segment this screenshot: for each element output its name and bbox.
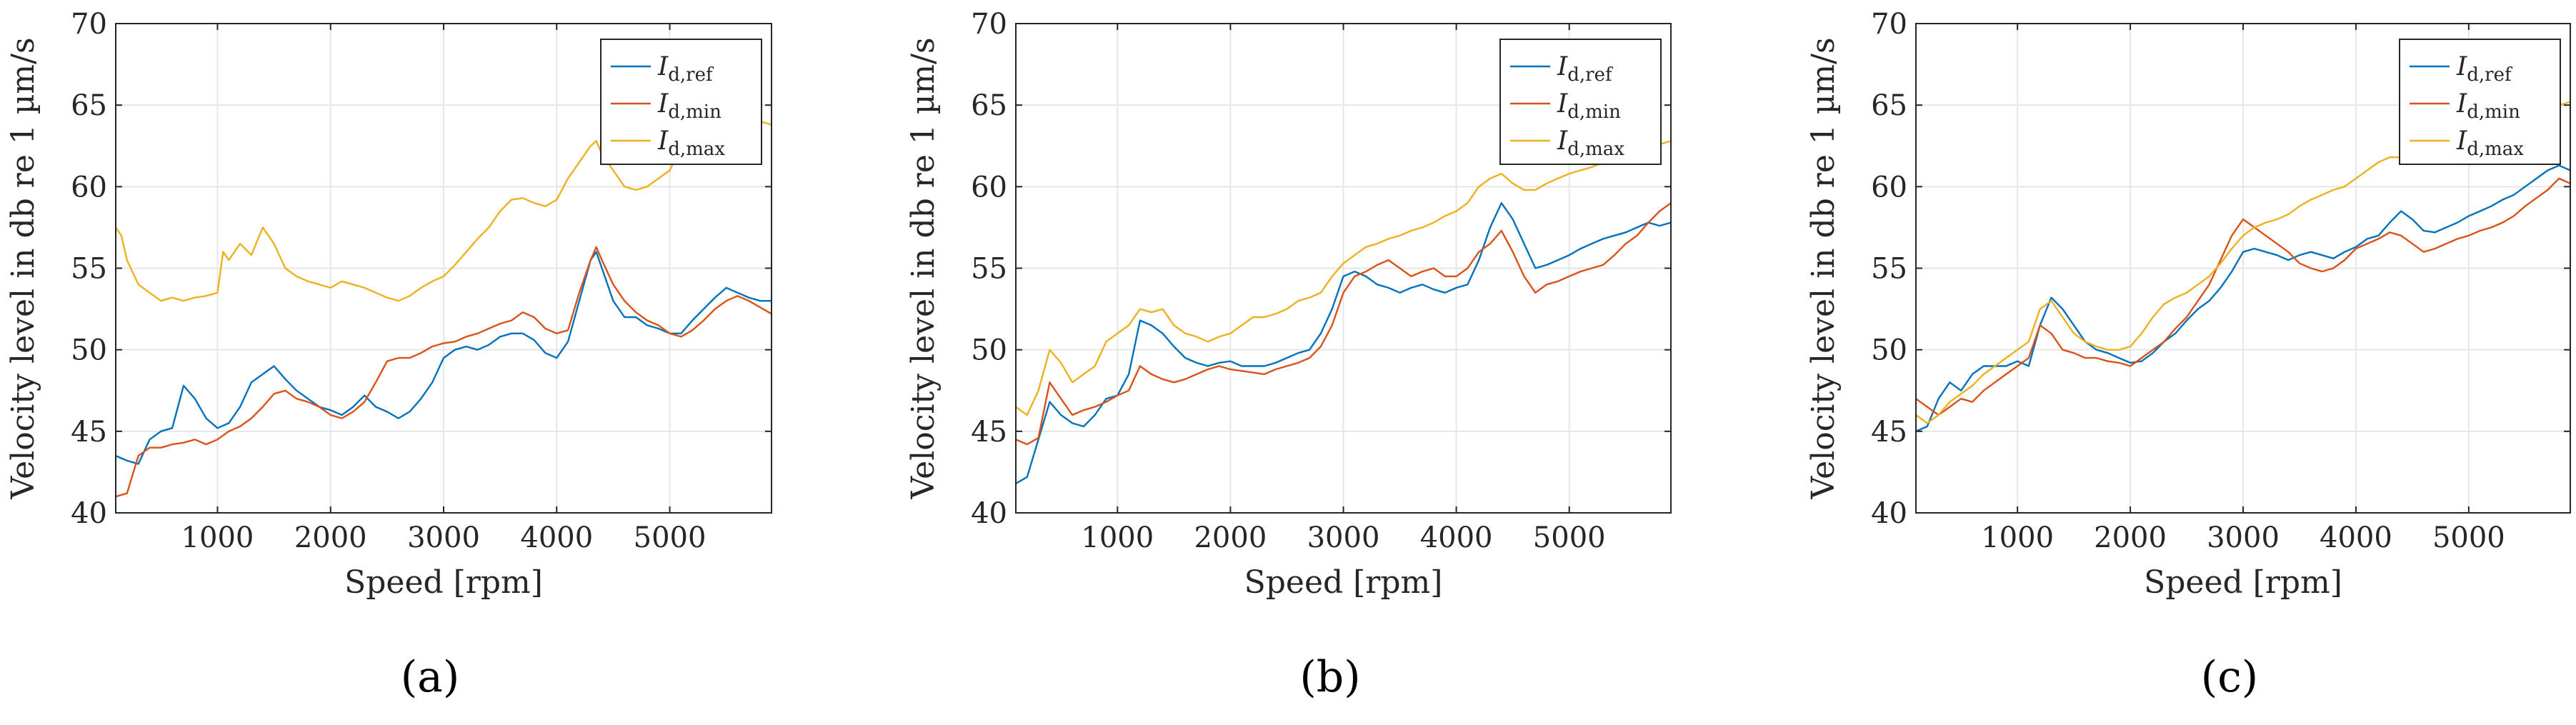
x-tick-label: 2000 bbox=[294, 521, 367, 554]
x-axis-label: Speed [rpm] bbox=[2144, 564, 2342, 601]
x-axis-label: Speed [rpm] bbox=[344, 564, 543, 601]
y-tick-label: 45 bbox=[71, 416, 107, 449]
legend-box bbox=[2399, 39, 2561, 165]
y-tick-label: 40 bbox=[1871, 497, 1907, 530]
x-tick-label: 4000 bbox=[2320, 521, 2392, 554]
y-tick-label: 40 bbox=[971, 497, 1007, 530]
y-tick-label: 65 bbox=[71, 89, 107, 122]
y-tick-label: 65 bbox=[1871, 89, 1907, 122]
x-tick-label: 3000 bbox=[2207, 521, 2280, 554]
x-tick-label: 1000 bbox=[1981, 521, 2054, 554]
series-line-d-ref bbox=[115, 251, 772, 465]
x-tick-label: 4000 bbox=[520, 521, 593, 554]
legend-label: Id,ref bbox=[1557, 52, 1614, 86]
series-line-d-min bbox=[115, 246, 772, 498]
panel-label: (c) bbox=[2201, 652, 2258, 702]
y-tick-label: 60 bbox=[971, 171, 1007, 204]
series-line-d-ref bbox=[1915, 164, 2571, 432]
y-tick-label: 50 bbox=[971, 334, 1007, 367]
x-tick-label: 5000 bbox=[2432, 521, 2505, 554]
legend-label: Id,min bbox=[1557, 89, 1621, 123]
x-tick-label: 5000 bbox=[1533, 521, 1606, 554]
y-axis-label: Velocity level in db re 1 µm/s bbox=[905, 37, 942, 499]
y-tick-label: 55 bbox=[971, 253, 1007, 286]
x-tick-label: 2000 bbox=[2094, 521, 2167, 554]
y-tick-label: 45 bbox=[971, 416, 1007, 449]
x-tick-label: 5000 bbox=[634, 521, 707, 554]
y-tick-label: 50 bbox=[1871, 334, 1907, 367]
x-tick-label: 1000 bbox=[1081, 521, 1154, 554]
panel-label: (b) bbox=[1299, 652, 1360, 702]
y-tick-label: 55 bbox=[1871, 253, 1907, 286]
x-tick-label: 4000 bbox=[1420, 521, 1493, 554]
panel-label: (a) bbox=[401, 652, 460, 702]
y-tick-label: 70 bbox=[1871, 8, 1907, 41]
legend-label: Id,min bbox=[2456, 89, 2520, 123]
series-line-d-max bbox=[1015, 140, 1672, 416]
y-tick-label: 60 bbox=[71, 171, 107, 204]
series-line-d-min bbox=[1915, 177, 2571, 416]
y-tick-label: 65 bbox=[971, 89, 1007, 122]
series-line-d-max bbox=[115, 112, 772, 302]
x-axis-label: Speed [rpm] bbox=[1244, 564, 1443, 601]
y-tick-label: 70 bbox=[971, 8, 1007, 41]
legend-label: Id,ref bbox=[657, 52, 714, 86]
x-tick-label: 3000 bbox=[407, 521, 480, 554]
y-tick-label: 40 bbox=[71, 497, 107, 530]
legend-label: Id,ref bbox=[2456, 52, 2513, 86]
y-tick-label: 60 bbox=[1871, 171, 1907, 204]
legend-label: Id,min bbox=[657, 89, 722, 123]
legend-box bbox=[600, 39, 762, 165]
legend-label: Id,max bbox=[657, 126, 725, 160]
y-tick-label: 55 bbox=[71, 253, 107, 286]
y-tick-label: 45 bbox=[1871, 416, 1907, 449]
x-tick-label: 3000 bbox=[1307, 521, 1380, 554]
y-tick-label: 70 bbox=[71, 8, 107, 41]
chart-panel-c: 1000 2000 3000 4000 5000 40 45 50 55 60 65 70 Speed … bbox=[1805, 8, 2571, 702]
x-tick-label: 1000 bbox=[181, 521, 254, 554]
chart-panel-b: 1000 2000 3000 4000 5000 40 45 50 55 60 65 70 Speed … bbox=[905, 8, 1672, 702]
legend-label: Id,max bbox=[2456, 126, 2524, 160]
series-line-d-min bbox=[1015, 202, 1672, 446]
series-line-d-ref bbox=[1015, 202, 1672, 484]
x-tick-label: 2000 bbox=[1194, 521, 1267, 554]
legend-box bbox=[1499, 39, 1662, 165]
y-axis-label: Velocity level in db re 1 µm/s bbox=[5, 37, 41, 499]
y-tick-label: 50 bbox=[71, 334, 107, 367]
y-axis-label: Velocity level in db re 1 µm/s bbox=[1805, 37, 1842, 499]
chart-panel-a: 1000 2000 3000 4000 5000 40 45 50 55 60 65 70 Speed … bbox=[5, 8, 772, 702]
legend-label: Id,max bbox=[1557, 126, 1624, 160]
